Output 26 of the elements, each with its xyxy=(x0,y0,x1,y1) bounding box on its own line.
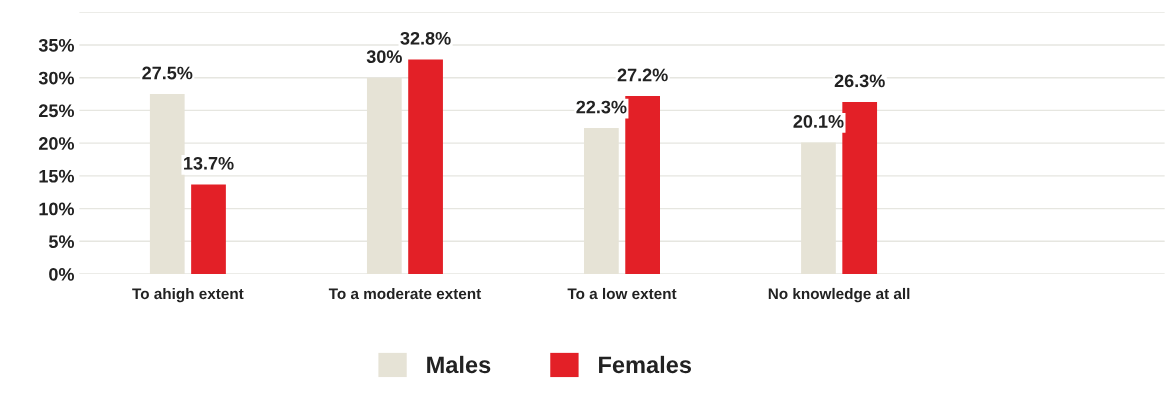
y-tick-label: 15% xyxy=(39,169,75,183)
y-tick-label: 25% xyxy=(38,104,75,118)
y-tick-label: 30% xyxy=(38,71,75,85)
bar xyxy=(842,101,878,275)
legend-label: Females xyxy=(599,355,692,374)
y-tick-label: 0% xyxy=(49,267,75,281)
data-label: 13.7% xyxy=(184,156,234,170)
y-tick-label: 10% xyxy=(39,202,75,216)
data-label: 27.2% xyxy=(617,68,668,82)
bar xyxy=(625,96,660,275)
x-tick-label: No knowledge at all xyxy=(768,287,910,303)
data-label: 32.8% xyxy=(400,31,451,45)
y-tick-label: 20% xyxy=(38,137,75,150)
data-label: 30% xyxy=(366,50,402,64)
bar xyxy=(408,59,443,275)
x-tick-label: To a low extent xyxy=(567,287,677,300)
legend-label: Males xyxy=(427,355,491,374)
data-label: 22.3% xyxy=(576,100,627,114)
x-tick-label: To ahigh extent xyxy=(132,287,244,303)
bar xyxy=(191,184,226,275)
y-tick-label: 5% xyxy=(48,235,75,249)
x-tick-label: To a moderate extent xyxy=(328,287,482,300)
data-label: 20.1% xyxy=(793,115,844,128)
y-tick-label: 35% xyxy=(38,38,75,52)
data-label: 27.5% xyxy=(142,66,193,80)
data-label: 26.3% xyxy=(834,74,885,88)
